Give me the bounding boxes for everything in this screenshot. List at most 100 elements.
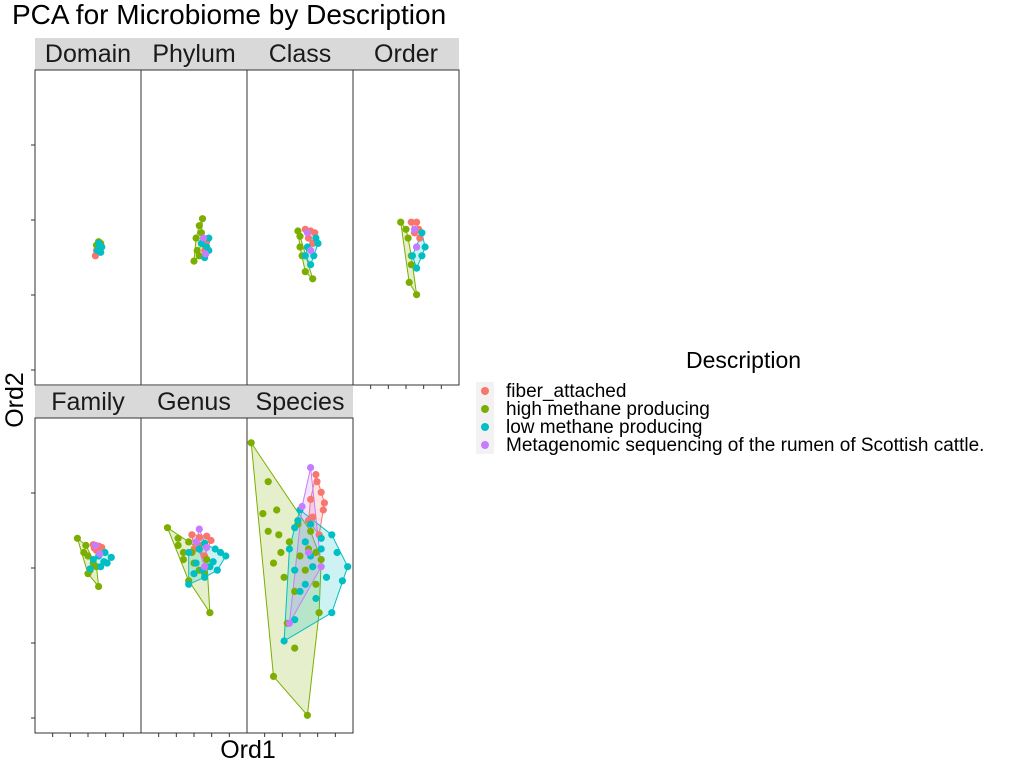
data-point bbox=[296, 552, 304, 560]
data-point bbox=[202, 250, 210, 258]
facet-species: Species bbox=[246, 386, 354, 734]
facet-class: Class bbox=[246, 38, 354, 386]
data-point bbox=[407, 261, 415, 269]
data-point bbox=[195, 525, 203, 533]
data-point bbox=[309, 563, 317, 571]
data-point bbox=[317, 534, 325, 542]
data-point bbox=[413, 243, 421, 251]
data-point bbox=[209, 558, 217, 566]
legend-key-dot bbox=[481, 405, 489, 413]
data-point bbox=[192, 538, 200, 546]
data-point bbox=[285, 538, 293, 546]
data-point bbox=[310, 252, 318, 260]
data-point bbox=[185, 538, 193, 546]
data-point bbox=[73, 534, 81, 542]
data-point bbox=[301, 268, 309, 276]
data-point bbox=[174, 541, 182, 550]
data-point bbox=[307, 527, 315, 535]
data-point bbox=[328, 531, 336, 539]
data-point bbox=[315, 609, 323, 617]
data-point bbox=[205, 234, 213, 242]
data-point bbox=[188, 531, 196, 539]
legend-title: Description bbox=[686, 347, 801, 373]
data-point bbox=[277, 548, 285, 557]
data-point bbox=[95, 582, 103, 591]
facet-plot-area bbox=[34, 69, 142, 386]
facet-strip bbox=[353, 38, 459, 70]
data-point bbox=[307, 495, 315, 503]
legend-key-dot bbox=[481, 423, 489, 431]
data-point bbox=[301, 580, 309, 588]
legend-key-dot bbox=[481, 387, 489, 395]
data-point bbox=[213, 566, 221, 574]
data-point bbox=[322, 573, 331, 581]
data-point bbox=[296, 232, 304, 240]
data-point bbox=[291, 566, 299, 574]
data-point bbox=[338, 577, 346, 585]
data-point bbox=[280, 637, 288, 645]
data-point bbox=[201, 573, 209, 581]
data-point bbox=[296, 243, 304, 251]
data-point bbox=[280, 573, 288, 581]
data-point bbox=[313, 478, 321, 486]
data-point bbox=[107, 553, 115, 562]
data-point bbox=[174, 534, 182, 542]
data-point bbox=[307, 246, 315, 255]
data-point bbox=[319, 506, 327, 514]
legend-item: Metagenomic sequencing of the rumen of S… bbox=[476, 435, 984, 456]
data-point bbox=[193, 246, 201, 255]
data-point bbox=[413, 264, 421, 272]
facet-strip-label: Family bbox=[51, 388, 125, 416]
data-point bbox=[203, 556, 211, 564]
legend-label: Metagenomic sequencing of the rumen of S… bbox=[506, 435, 984, 456]
data-point bbox=[291, 524, 299, 532]
data-point bbox=[80, 548, 88, 557]
data-point bbox=[247, 439, 255, 447]
data-point bbox=[190, 257, 198, 265]
data-point bbox=[307, 520, 315, 528]
data-point bbox=[309, 275, 317, 283]
data-point bbox=[317, 556, 325, 564]
facet-order: Order bbox=[352, 38, 460, 386]
data-point bbox=[185, 548, 193, 557]
facet-strip-label: Class bbox=[269, 40, 332, 68]
data-point bbox=[179, 556, 187, 564]
data-point bbox=[320, 499, 328, 507]
data-point bbox=[407, 218, 415, 226]
data-point bbox=[301, 566, 309, 574]
legend-label: low methane producing bbox=[506, 417, 702, 438]
data-point bbox=[199, 234, 208, 242]
data-point bbox=[304, 548, 313, 557]
data-point bbox=[163, 524, 172, 532]
legend-label: high methane producing bbox=[506, 399, 710, 420]
data-point bbox=[269, 559, 278, 567]
data-point bbox=[89, 556, 97, 564]
facet-strip bbox=[35, 386, 141, 418]
chart-title: PCA for Microbiome by Description bbox=[12, 0, 446, 30]
legend-item: high methane producing bbox=[476, 399, 710, 420]
facet-genus: Genus bbox=[140, 386, 248, 734]
data-point bbox=[195, 545, 203, 553]
data-point bbox=[222, 552, 230, 560]
x-axis-title: Ord1 bbox=[220, 736, 276, 764]
data-point bbox=[307, 464, 315, 472]
data-point bbox=[312, 594, 320, 603]
data-point bbox=[291, 616, 299, 624]
facet-plot-area bbox=[140, 69, 248, 386]
data-point bbox=[418, 252, 426, 260]
data-point bbox=[211, 545, 219, 553]
data-point bbox=[402, 225, 410, 233]
facet-strip bbox=[141, 38, 247, 70]
facet-strip bbox=[35, 38, 141, 70]
data-point bbox=[185, 580, 193, 588]
data-point bbox=[307, 261, 315, 269]
data-point bbox=[317, 545, 325, 553]
facet-strip-label: Domain bbox=[45, 40, 131, 68]
data-point bbox=[418, 229, 426, 237]
facet-panels: Domain Phylum Class Order Family Genus Species bbox=[31, 38, 460, 737]
data-point bbox=[309, 239, 317, 247]
data-point bbox=[203, 543, 211, 552]
data-point bbox=[312, 548, 320, 557]
